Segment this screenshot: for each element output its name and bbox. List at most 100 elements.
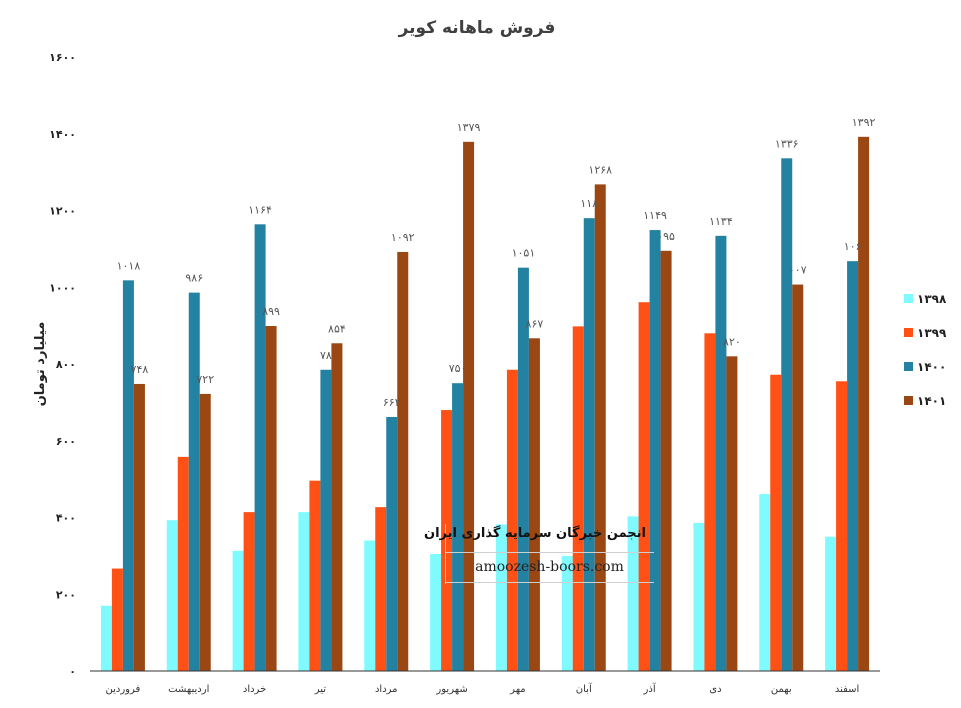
- data-label: ۷۸: [320, 349, 332, 362]
- bar: [660, 250, 672, 671]
- bar: [463, 141, 475, 672]
- bar: [430, 553, 442, 671]
- data-label: ۱۰۹۲: [391, 231, 415, 244]
- data-label: ۱۱۴۹: [643, 209, 667, 222]
- legend-label: ۱۳۹۸: [917, 292, 947, 306]
- bar: [254, 224, 266, 671]
- bar: [825, 536, 837, 671]
- bar: [627, 516, 639, 671]
- data-label: ۱۳۷۹: [457, 121, 481, 134]
- x-tick-label: شهریور: [435, 684, 467, 695]
- y-axis-ticks: ۰ ۲۰۰ ۴۰۰ ۶۰۰ ۸۰۰ ۱۰۰۰ ۱۲۰۰ ۱۴۰۰ ۱۶۰۰: [49, 51, 76, 678]
- bar: [836, 381, 848, 671]
- bar: [441, 410, 453, 671]
- watermark-divider-top: [445, 552, 654, 553]
- bar: [726, 356, 738, 671]
- bar: [177, 456, 189, 671]
- x-tick-label: دی: [709, 684, 721, 695]
- bar: [594, 184, 606, 671]
- bar: [495, 524, 507, 671]
- bar: [528, 338, 540, 671]
- x-tick-label: آذر: [643, 682, 657, 695]
- x-tick-label: مرداد: [375, 684, 398, 695]
- data-label: ۸۶۷: [526, 317, 544, 330]
- data-label: ۱۰۱۸: [117, 259, 141, 272]
- legend-label: ۱۴۰۱: [917, 394, 946, 408]
- data-label: ۱۱۶۴: [248, 203, 272, 216]
- data-label: ۱۰۶: [844, 240, 862, 253]
- bar: [100, 605, 112, 671]
- bar: [133, 383, 145, 671]
- bar: [320, 369, 332, 671]
- bar: [781, 158, 793, 671]
- bar: [309, 480, 321, 671]
- bar: [298, 512, 310, 671]
- legend-label: ۱۳۹۹: [917, 326, 947, 340]
- watermark-divider-bottom: [445, 582, 654, 583]
- x-tick-label: آبان: [576, 682, 593, 695]
- y-tick-label: ۲۰۰: [56, 588, 76, 601]
- x-tick-label: بهمن: [771, 684, 792, 695]
- bar: [397, 251, 409, 671]
- y-tick-label: ۱۲۰۰: [49, 205, 76, 218]
- watermark-title: انجمن خبرگان سرمایه گذاری ایران: [424, 526, 646, 541]
- data-label: ۸۲۰: [723, 335, 741, 348]
- y-axis-label: میلیارد تومان: [33, 322, 48, 407]
- bar: [375, 507, 387, 671]
- bar: [770, 374, 782, 671]
- bar: [638, 302, 650, 671]
- data-label: ۹۸۶: [185, 272, 203, 285]
- watermark-divider-vertical: [445, 524, 446, 584]
- bar: [243, 512, 255, 671]
- bar: [111, 568, 123, 671]
- data-label: ۰۰۷: [789, 264, 807, 277]
- bar: [331, 343, 343, 671]
- data-label: ۱۱۸: [580, 197, 598, 210]
- data-label: ۱۳۹۲: [852, 116, 876, 129]
- data-label: ۱۰۵۱: [512, 247, 536, 260]
- bar: [649, 230, 661, 672]
- x-tick-label: مهر: [509, 684, 525, 695]
- bar: [693, 522, 705, 671]
- data-label: ۷۴۸: [131, 363, 149, 376]
- watermark-url: amoozesh-boors.com: [475, 559, 624, 575]
- bar: [166, 520, 178, 671]
- bar: [506, 369, 518, 671]
- bar: [232, 550, 244, 671]
- legend-swatch: [904, 328, 913, 337]
- y-tick-label: ۸۰۰: [56, 358, 76, 371]
- data-label: ۱۳۳۶: [775, 137, 799, 150]
- x-axis-ticks: فروردین اردیبهشت خرداد تیر مرداد شهریور مهر آبا…: [106, 682, 860, 695]
- watermark: انجمن خبرگان سرمایه گذاری ایران amoozesh…: [424, 524, 654, 584]
- data-label: ۷۲۲: [196, 373, 214, 386]
- bar: [792, 284, 804, 671]
- bar: [364, 540, 376, 671]
- data-label: ۷۵۰: [449, 362, 467, 375]
- x-tick-label: اردیبهشت: [168, 684, 209, 695]
- bar: [188, 292, 200, 671]
- data-label: ۸۵۴: [328, 322, 346, 335]
- y-tick-label: ۱۶۰۰: [49, 51, 76, 64]
- x-tick-label: فروردین: [106, 684, 141, 695]
- data-label: ۱۱۳۴: [709, 215, 733, 228]
- x-tick-label: اسفند: [835, 684, 859, 695]
- bar: [122, 280, 134, 671]
- bar: [561, 555, 573, 671]
- x-tick-label: تیر: [314, 684, 327, 695]
- y-tick-label: ۱۴۰۰: [49, 128, 76, 141]
- bar: [199, 393, 211, 671]
- bar: [704, 333, 716, 671]
- data-label: ۰۹۵: [657, 230, 675, 243]
- y-tick-label: ۰: [69, 665, 76, 678]
- y-tick-label: ۶۰۰: [56, 435, 76, 448]
- data-labels-group: ۱۰۱۸ ۷۴۸ ۹۸۶ ۷۲۲ ۱۱۶۴ ۸۹۹ ۷۸ ۸۵۴ ۶۶۲ ۱۰۹۲ ۷۵۰ ۱۳۷۹ ۱…: [117, 116, 876, 409]
- bar: [452, 383, 464, 671]
- legend-swatch: [904, 396, 913, 405]
- data-label: ۱۲۶۸: [588, 163, 612, 176]
- bar: [858, 136, 870, 671]
- bars-group: [100, 136, 870, 672]
- bar: [715, 235, 727, 671]
- bar: [847, 261, 859, 671]
- legend-label: ۱۴۰۰: [917, 360, 946, 374]
